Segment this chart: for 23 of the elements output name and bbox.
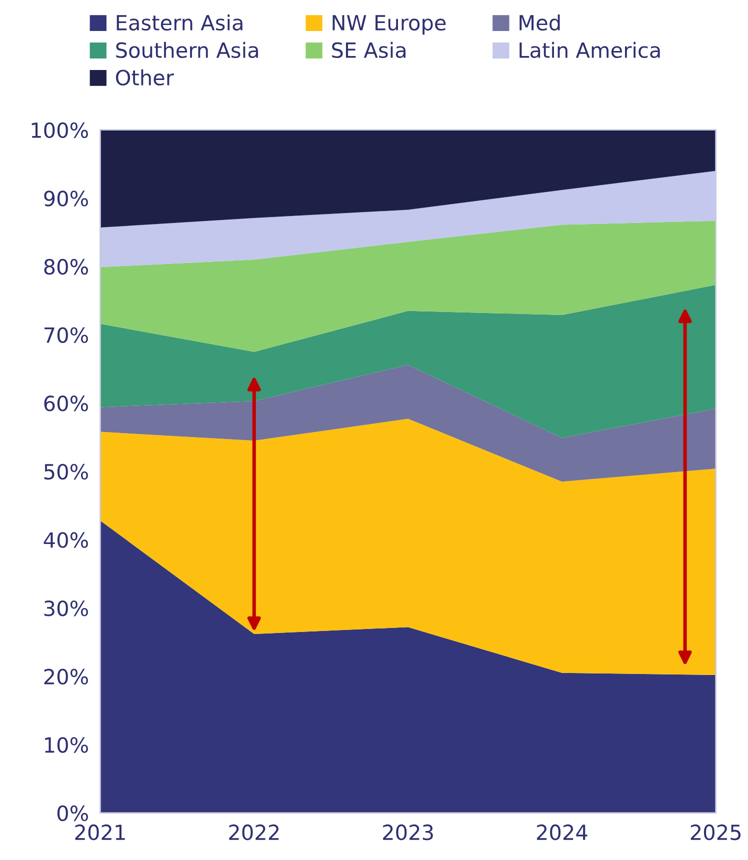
x-tick-label: 2021: [75, 824, 125, 840]
y-tick-label: 90%: [44, 190, 88, 206]
legend-label: Southern Asia: [116, 42, 258, 58]
y-tick-label: 10%: [45, 737, 88, 753]
y-tick-label: 0%: [57, 805, 88, 822]
y-tick-label: 60%: [44, 396, 88, 412]
x-tick-label: 2023: [383, 824, 433, 840]
x-tick-label: 2024: [536, 824, 588, 840]
y-tick-label: 80%: [44, 258, 88, 275]
y-tick-label: 30%: [44, 600, 88, 616]
y-tick-label: 100%: [32, 122, 88, 138]
y-tick-label: 50%: [44, 464, 88, 480]
legend-label: Med: [520, 14, 560, 31]
x-tick-label: 2022: [229, 824, 279, 840]
y-tick-label: 40%: [44, 532, 88, 548]
legend-label: Latin America: [520, 42, 660, 58]
x-tick-label: 2025: [690, 824, 741, 840]
legend-label: Other: [116, 69, 174, 86]
legend-label: Eastern Asia: [116, 14, 242, 31]
legend-label: SE Asia: [332, 42, 406, 58]
y-tick-label: 70%: [44, 327, 88, 343]
y-tick-label: 20%: [44, 668, 88, 685]
legend-label: NW Europe: [332, 15, 446, 35]
